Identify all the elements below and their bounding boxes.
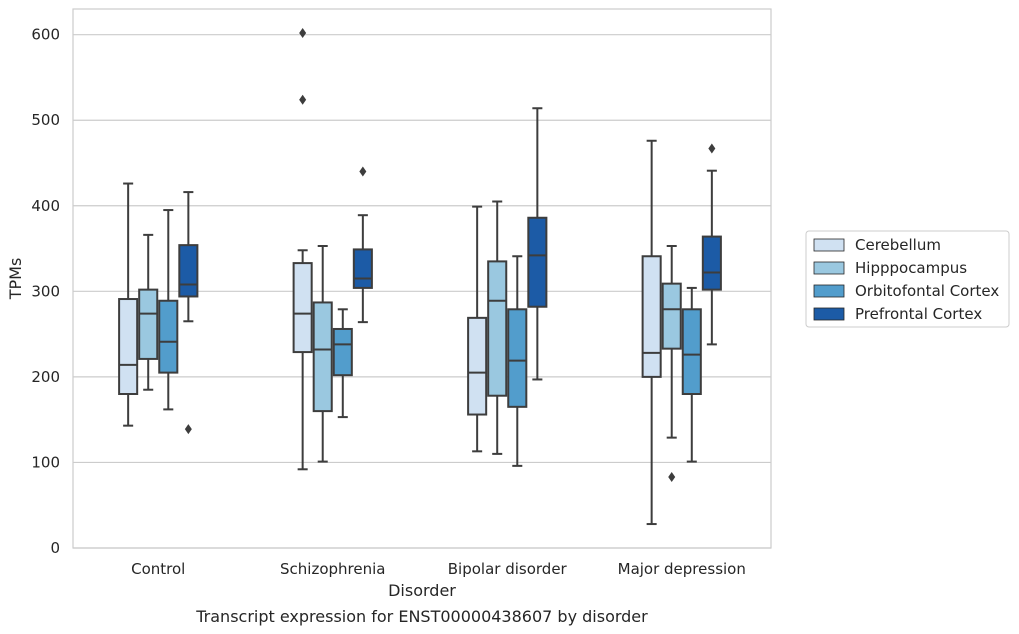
- box: [312, 301, 333, 413]
- y-tick-label: 0: [50, 539, 60, 557]
- y-tick-label: 500: [31, 111, 60, 129]
- box: [292, 262, 313, 354]
- box: [118, 298, 139, 395]
- box-group: [701, 143, 722, 346]
- legend-swatch: [813, 261, 845, 275]
- legend-label: Hipppocampus: [855, 259, 967, 277]
- box: [138, 288, 159, 360]
- box: [701, 235, 722, 291]
- plot-area-frame: [72, 8, 772, 549]
- box-group: [158, 209, 179, 411]
- legend-label: Cerebellum: [855, 236, 941, 254]
- box-group: [332, 308, 353, 419]
- legend-label: Prefrontal Cortex: [855, 305, 982, 323]
- legend-label: Orbitofontal Cortex: [855, 282, 999, 300]
- box-group: [527, 107, 548, 381]
- box: [527, 216, 548, 308]
- box: [487, 260, 508, 397]
- x-axis-title: Disorder: [388, 581, 456, 600]
- box-group: [487, 200, 508, 455]
- legend: Cerebellum Hipppocampus Orbitofontal Corte…: [805, 230, 1010, 328]
- box-group: [661, 244, 682, 482]
- box: [178, 244, 199, 298]
- box: [467, 316, 488, 416]
- x-tick-label: Control: [131, 560, 185, 578]
- y-tick-label: 200: [31, 368, 60, 386]
- box-group: [312, 244, 333, 463]
- box: [641, 255, 662, 378]
- box-group: [352, 166, 373, 324]
- box-group: [292, 27, 313, 471]
- box-group: [138, 233, 159, 391]
- outlier-point: [299, 94, 307, 105]
- chart-caption: Transcript expression for ENST0000043860…: [195, 607, 648, 626]
- box-group: [681, 286, 702, 463]
- y-tick-label: 100: [31, 453, 60, 471]
- x-tick-label: Schizophrenia: [280, 560, 385, 578]
- legend-swatch: [813, 284, 845, 298]
- box: [681, 308, 702, 395]
- box-group: [507, 255, 528, 467]
- box-group: [178, 191, 199, 435]
- box: [507, 308, 528, 408]
- box-group: [641, 139, 662, 526]
- box-group: [118, 182, 139, 427]
- y-tick-label: 400: [31, 197, 60, 215]
- legend-frame: [805, 230, 1010, 328]
- y-tick-label: 300: [31, 282, 60, 300]
- outlier-point: [299, 27, 307, 38]
- legend-swatch: [813, 307, 845, 321]
- y-axis-title: TPMs: [6, 258, 25, 301]
- x-tick-label: Major depression: [618, 560, 746, 578]
- outlier-point: [184, 424, 192, 435]
- outlier-point: [359, 166, 367, 177]
- y-axis-ticks: 0 100 200 300 400 500 600: [31, 26, 60, 557]
- box: [158, 299, 179, 374]
- outlier-point: [668, 471, 676, 482]
- box-group: [467, 205, 488, 453]
- legend-swatch: [813, 238, 845, 252]
- box: [661, 282, 682, 350]
- y-tick-label: 600: [31, 26, 60, 44]
- box: [332, 327, 353, 377]
- x-axis-ticks: Control Schizophrenia Bipolar disorder Majo…: [131, 560, 746, 578]
- boxes: [118, 27, 722, 526]
- box: [352, 248, 373, 289]
- outlier-point: [708, 143, 716, 154]
- x-tick-label: Bipolar disorder: [448, 560, 568, 578]
